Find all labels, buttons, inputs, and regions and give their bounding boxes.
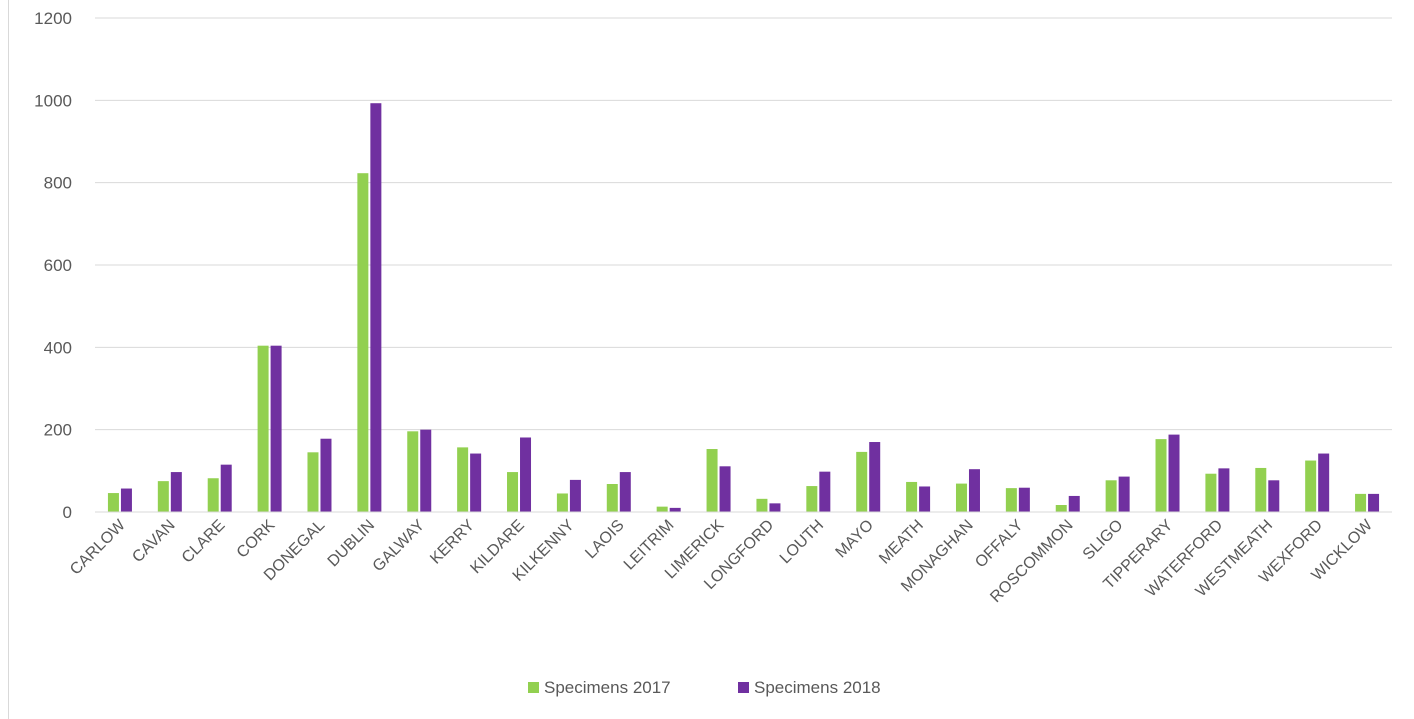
legend-swatch	[528, 682, 539, 693]
bar-kerry-specimens-2017	[457, 447, 469, 512]
bar-kilkenny-specimens-2017	[556, 493, 568, 512]
bar-galway-specimens-2018	[420, 429, 432, 512]
bar-longford-specimens-2017	[756, 498, 768, 512]
bar-carlow-specimens-2017	[107, 493, 119, 512]
bar-wicklow-specimens-2017	[1355, 493, 1367, 512]
y-axis-ticks: 0 200 400 600 800 1000 1200	[34, 9, 72, 522]
bar-meath-specimens-2017	[906, 481, 918, 512]
bar-mayo-specimens-2017	[856, 451, 868, 512]
chart-area	[8, 0, 1408, 719]
y-tick-label: 600	[44, 256, 72, 275]
y-tick-label: 200	[44, 421, 72, 440]
x-tick-label: CORK	[234, 517, 279, 562]
bar-wicklow-specimens-2018	[1368, 493, 1380, 512]
bar-louth-specimens-2017	[806, 486, 818, 512]
y-tick-label: 400	[44, 338, 72, 357]
gridlines	[95, 17, 1392, 431]
y-tick-label: 1200	[34, 9, 72, 28]
bar-offaly-specimens-2018	[1018, 487, 1030, 512]
x-tick-label: LOUTH	[777, 517, 827, 567]
bar-monaghan-specimens-2018	[968, 469, 980, 512]
bar-dublin-specimens-2017	[357, 173, 369, 512]
x-tick-label: MAYO	[833, 517, 878, 562]
bar-longford-specimens-2018	[769, 503, 781, 512]
legend-swatch	[738, 682, 749, 693]
bar-wexford-specimens-2018	[1318, 453, 1330, 512]
bar-limerick-specimens-2018	[719, 466, 731, 512]
x-tick-label: SLIGO	[1080, 517, 1127, 564]
bars	[107, 103, 1380, 512]
y-tick-label: 800	[44, 174, 72, 193]
legend: Specimens 2017 Specimens 2018	[528, 678, 881, 697]
bar-kilkenny-specimens-2018	[569, 479, 581, 512]
bar-tipperary-specimens-2017	[1155, 439, 1167, 512]
bar-offaly-specimens-2017	[1005, 488, 1017, 512]
bar-clare-specimens-2018	[220, 464, 232, 512]
bar-waterford-specimens-2018	[1218, 468, 1230, 512]
bar-laois-specimens-2018	[619, 472, 631, 512]
x-tick-label: LAOIS	[582, 517, 627, 562]
bar-westmeath-specimens-2018	[1268, 480, 1280, 512]
bar-waterford-specimens-2017	[1205, 473, 1217, 512]
bar-kildare-specimens-2018	[520, 437, 532, 512]
bar-louth-specimens-2018	[819, 471, 831, 512]
x-tick-label: CLARE	[179, 517, 229, 567]
legend-label: Specimens 2018	[754, 678, 881, 697]
bar-galway-specimens-2017	[407, 431, 419, 512]
bar-kerry-specimens-2018	[470, 453, 482, 512]
bar-cavan-specimens-2017	[157, 481, 169, 512]
y-tick-label: 0	[63, 503, 72, 522]
bar-donegal-specimens-2018	[320, 438, 332, 512]
bar-roscommon-specimens-2017	[1055, 505, 1067, 512]
x-tick-label: MEATH	[876, 517, 927, 568]
bar-leitrim-specimens-2017	[656, 506, 668, 512]
bar-wexford-specimens-2017	[1305, 460, 1317, 512]
bar-tipperary-specimens-2018	[1168, 434, 1180, 512]
bar-sligo-specimens-2017	[1105, 480, 1117, 512]
x-tick-label: GALWAY	[370, 517, 429, 576]
bar-laois-specimens-2017	[606, 484, 618, 512]
bar-westmeath-specimens-2017	[1255, 467, 1267, 512]
legend-label: Specimens 2017	[544, 678, 671, 697]
bar-mayo-specimens-2018	[869, 442, 881, 512]
bar-cork-specimens-2018	[270, 345, 282, 512]
bar-sligo-specimens-2018	[1118, 476, 1130, 512]
bar-limerick-specimens-2017	[706, 449, 718, 512]
bar-donegal-specimens-2017	[307, 452, 319, 512]
bar-carlow-specimens-2018	[120, 488, 132, 512]
x-tick-label: KERRY	[427, 517, 478, 568]
x-tick-label: CARLOW	[67, 516, 129, 578]
bar-cork-specimens-2017	[257, 345, 269, 512]
bar-kildare-specimens-2017	[507, 472, 519, 512]
bar-cavan-specimens-2018	[170, 472, 182, 512]
bar-monaghan-specimens-2017	[955, 483, 967, 512]
bar-dublin-specimens-2018	[370, 103, 382, 512]
bar-clare-specimens-2017	[207, 478, 219, 512]
y-tick-label: 1000	[34, 91, 72, 110]
x-tick-label: CAVAN	[129, 517, 178, 566]
bar-meath-specimens-2018	[919, 486, 931, 512]
bar-leitrim-specimens-2018	[669, 507, 681, 512]
bar-roscommon-specimens-2018	[1068, 495, 1080, 512]
